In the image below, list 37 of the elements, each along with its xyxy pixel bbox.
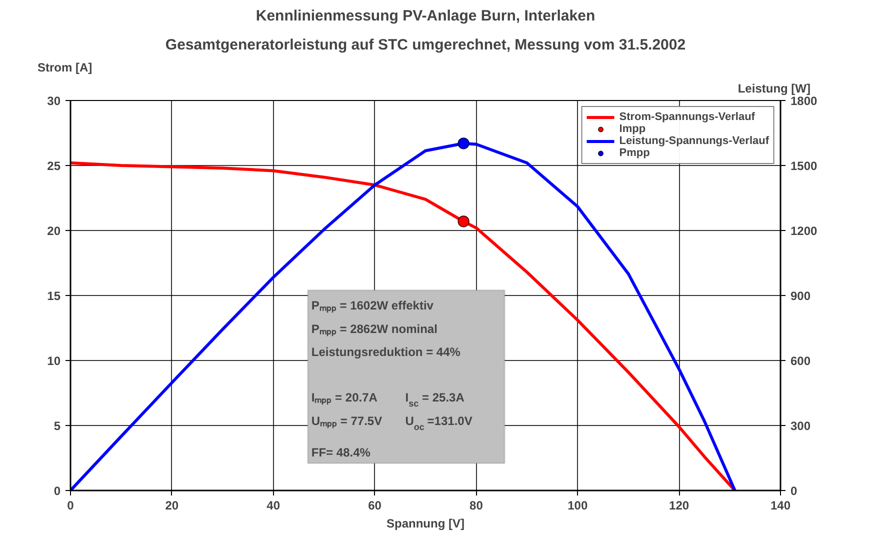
x-tick-label: 120 <box>669 498 690 512</box>
x-tick-label: 60 <box>368 498 382 512</box>
y2-tick-label: 600 <box>790 354 811 368</box>
y-tick-label: 20 <box>47 224 61 238</box>
y2-tick-label: 1200 <box>790 224 818 238</box>
y-tick-label: 5 <box>54 419 61 433</box>
x-tick-label: 140 <box>770 498 791 512</box>
y-tick-label: 25 <box>47 159 61 173</box>
x-tick-label: 0 <box>67 498 74 512</box>
y2-tick-label: 1500 <box>790 159 818 173</box>
y-tick-label: 10 <box>47 354 61 368</box>
y2-tick-label: 900 <box>790 289 811 303</box>
y-axis-title: Strom [A] <box>38 60 92 74</box>
y-tick-label: 30 <box>47 94 61 108</box>
y-tick-label: 0 <box>54 484 61 498</box>
legend-label: Impp <box>619 123 646 135</box>
x-tick-label: 80 <box>470 498 484 512</box>
legend-label: Strom-Spannungs-Verlauf <box>619 111 755 123</box>
x-axis-title: Spannung [V] <box>386 516 465 530</box>
y2-tick-label: 0 <box>790 484 798 498</box>
y2-axis-title: Leistung [W] <box>738 82 811 96</box>
annotation: Pₘₚₚ = 2862W nominal <box>311 322 438 337</box>
y2-tick-label: 300 <box>790 419 811 433</box>
legend-label: Leistung-Spannungs-Verlauf <box>619 135 769 147</box>
annotation: Iₘₚₚ = 20.7A <box>311 390 378 406</box>
x-tick-label: 100 <box>568 498 588 512</box>
x-tick-label: 40 <box>266 498 280 512</box>
y-tick-label: 15 <box>47 289 61 303</box>
x-tick-label: 20 <box>165 498 179 512</box>
chart-title: Kennlinienmessung PV-Anlage Burn, Interlaken <box>256 8 596 24</box>
chart-subtitle: Gesamtgeneratorleistung auf STC umgerechnet, Messung vom 31.5.2002 <box>165 36 686 54</box>
y2-tick-label: 1800 <box>790 94 818 108</box>
annotation: Uₘₚₚ = 77.5V <box>311 414 382 430</box>
annotation: FF= 48.4% <box>311 445 371 460</box>
legend-label: Pmpp <box>619 147 650 159</box>
annotation: Pₘₚₚ = 1602W effektiv <box>311 298 434 314</box>
annotation: Leistungsreduktion = 44% <box>311 345 461 360</box>
